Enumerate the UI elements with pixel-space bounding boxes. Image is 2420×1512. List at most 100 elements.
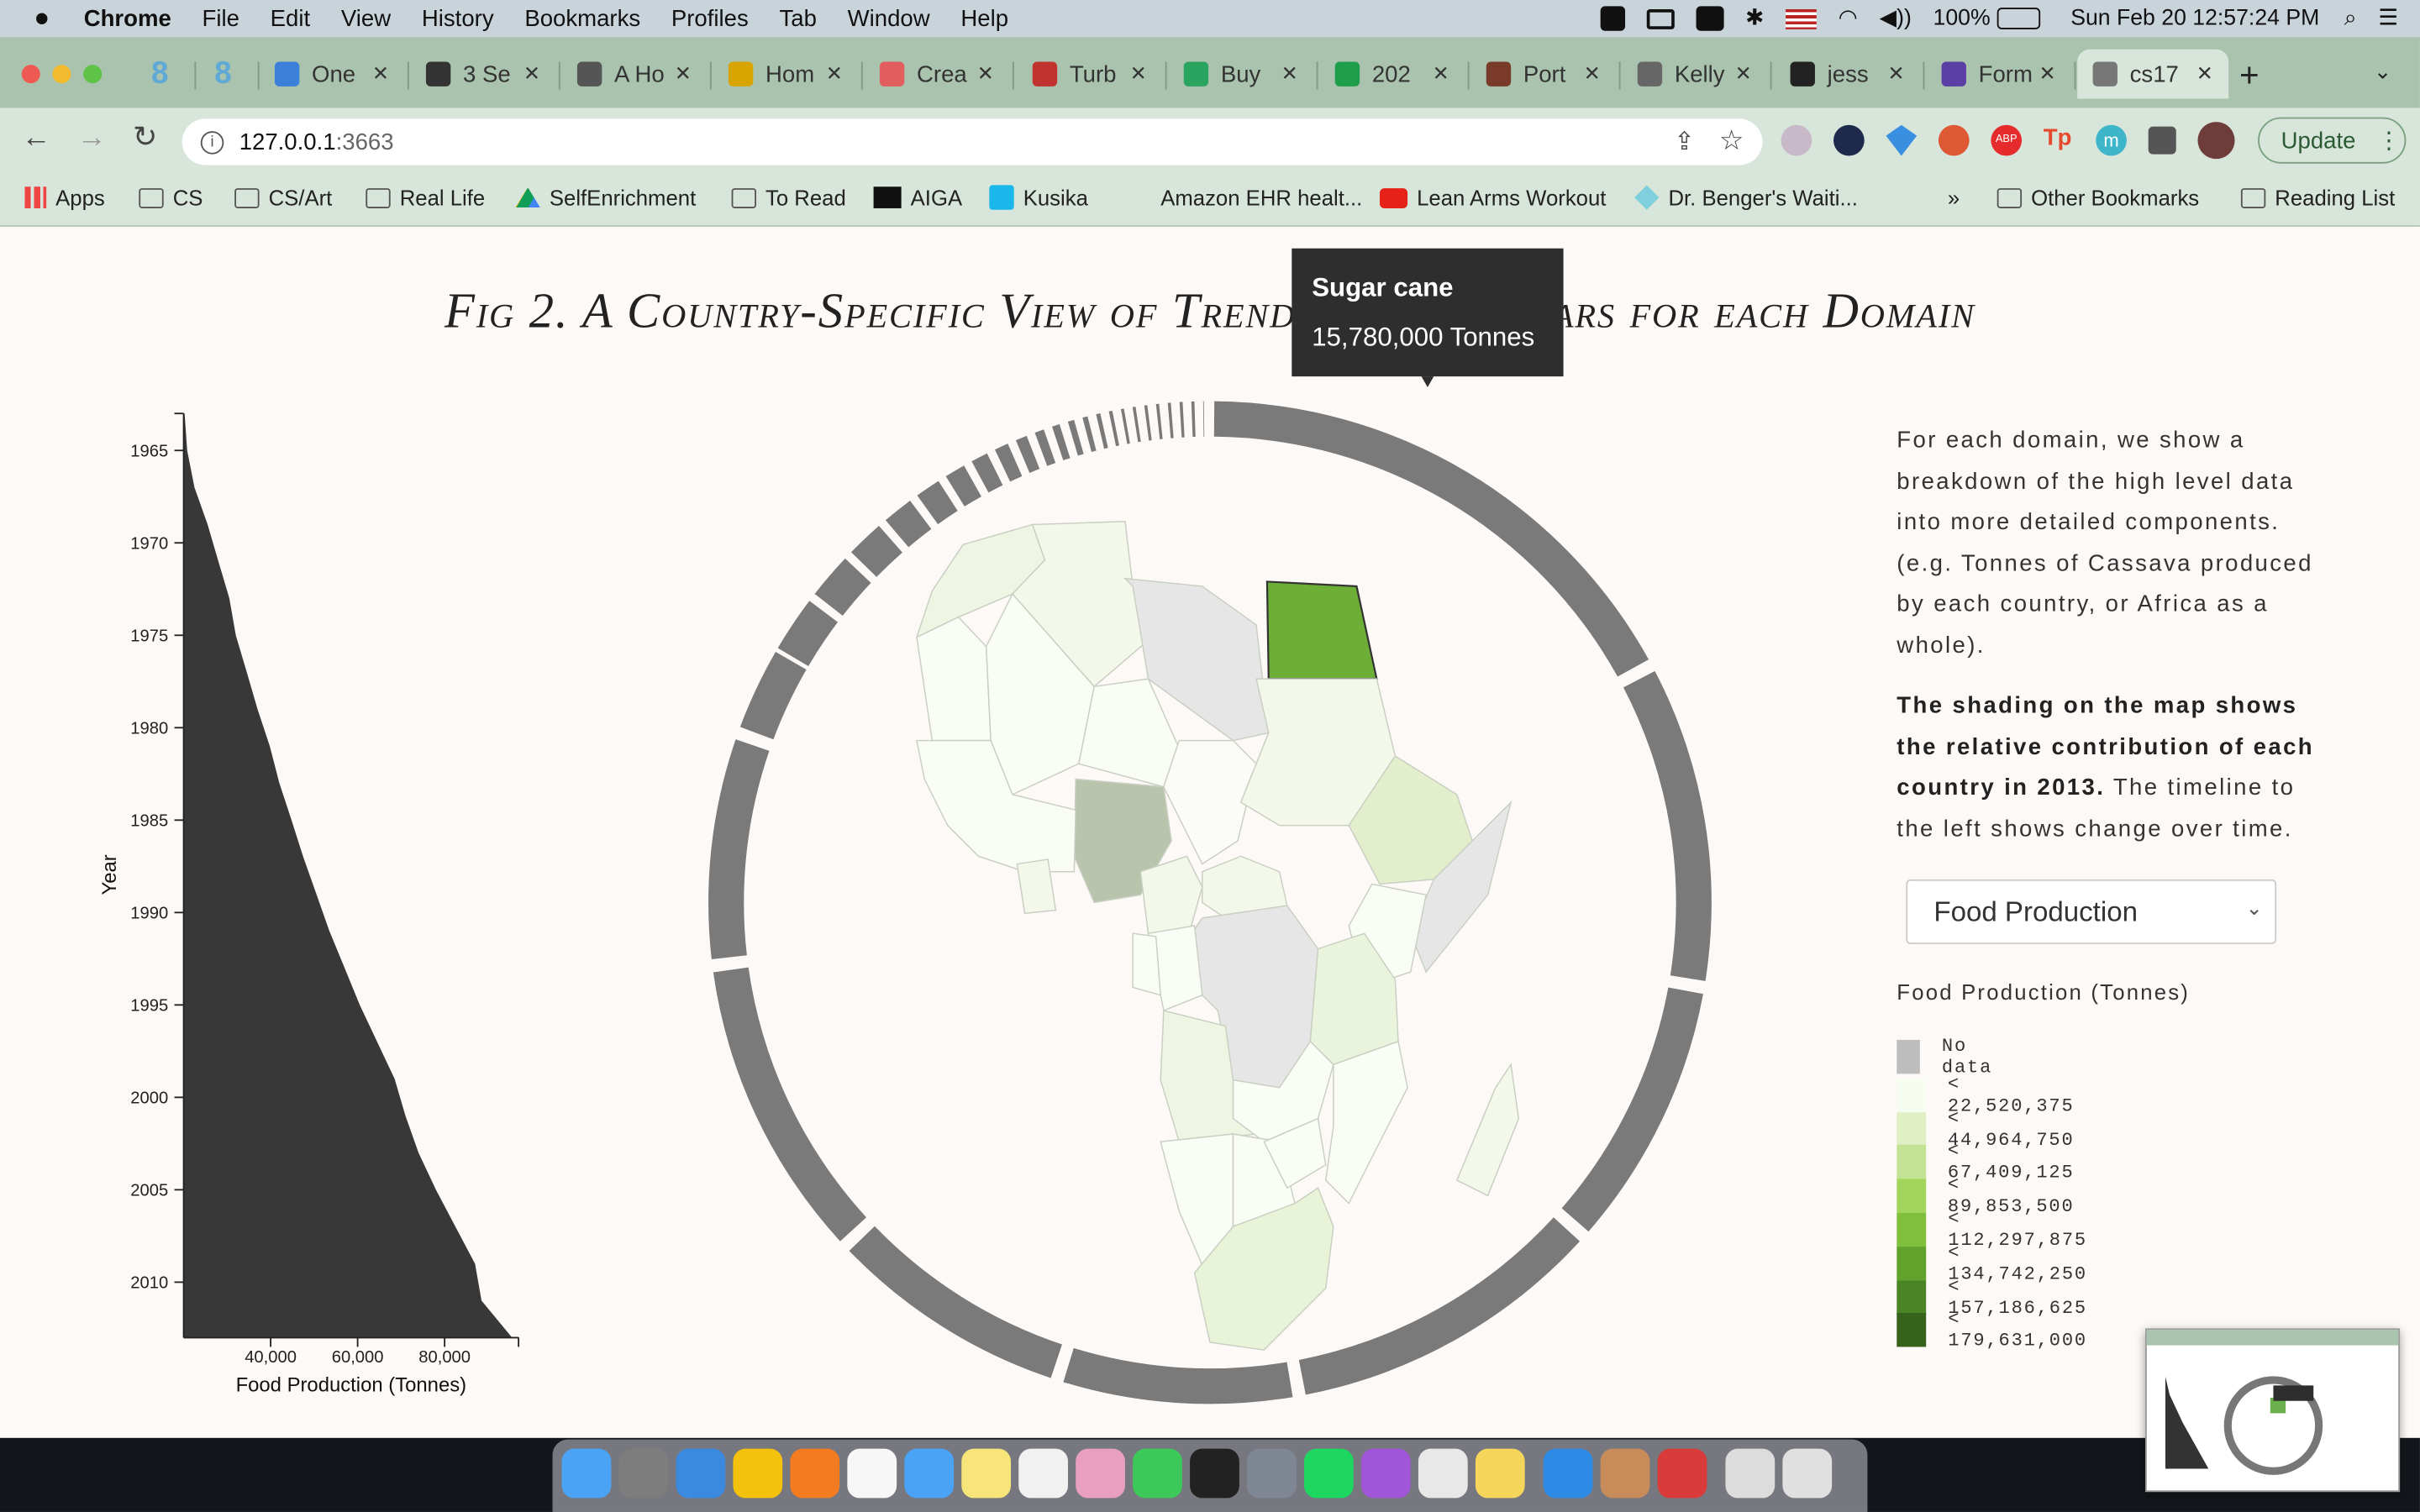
airplay-icon[interactable] (1646, 8, 1675, 29)
ring-segment[interactable] (1096, 412, 1108, 449)
ring-segment[interactable] (1191, 401, 1196, 438)
tab-202[interactable]: 202 ✕ (1319, 50, 1465, 99)
trash-icon[interactable] (1782, 1448, 1833, 1499)
calendar-icon[interactable] (847, 1448, 897, 1499)
ring-segment[interactable] (1067, 419, 1084, 456)
country-gabon[interactable] (1132, 932, 1162, 996)
ring-segment[interactable] (1298, 1217, 1581, 1395)
tab-eight-1[interactable]: 8 (136, 50, 192, 99)
tab-one[interactable]: One ✕ (260, 50, 405, 99)
ring-segment[interactable] (1561, 987, 1703, 1232)
tab-jess[interactable]: jess ✕ (1775, 50, 1920, 99)
menu-bookmarks[interactable]: Bookmarks (524, 5, 641, 32)
ring-segment[interactable] (814, 558, 871, 616)
ring-segment[interactable] (1132, 407, 1141, 443)
country-mauritania[interactable] (916, 616, 992, 742)
country-cameroon[interactable] (1139, 855, 1203, 942)
tab-search-button[interactable]: ⌄ (2373, 58, 2392, 84)
country-chad[interactable] (1163, 739, 1257, 865)
tab-3-se[interactable]: 3 Se ✕ (411, 50, 556, 99)
bookmark-other-bookmarks[interactable]: Other Bookmarks (1996, 185, 2199, 210)
bookmarks-overflow-chevron[interactable]: » (1948, 185, 1960, 209)
close-tab-icon[interactable]: ✕ (371, 61, 389, 86)
close-tab-icon[interactable]: ✕ (2196, 61, 2213, 86)
tab-port[interactable]: Port ✕ (1470, 50, 1616, 99)
adblock-plus-icon[interactable]: ABP (1991, 124, 2023, 156)
ring-segment[interactable] (739, 652, 807, 740)
podcasts-icon[interactable] (1360, 1448, 1411, 1499)
bookmark-folder-to-read[interactable]: To Read (731, 185, 846, 210)
menu-profiles[interactable]: Profiles (671, 5, 749, 32)
ring-segment[interactable] (1623, 670, 1712, 981)
ring-segment[interactable] (1120, 408, 1130, 444)
country-southafrica[interactable] (1193, 1187, 1334, 1351)
menubar-datetime[interactable]: Sun Feb 20 12:57:24 PM (2070, 6, 2320, 31)
vscode-icon[interactable] (1543, 1448, 1593, 1499)
ring-segment[interactable] (945, 465, 981, 507)
slack-icon[interactable] (1418, 1448, 1468, 1499)
bookmark-lean-arms[interactable]: Lean Arms Workout (1380, 185, 1606, 210)
apple-icon[interactable]: ● (34, 3, 50, 33)
wifi-icon[interactable]: ◠ (1838, 6, 1858, 31)
window-close-button[interactable] (21, 65, 40, 84)
ring-segment[interactable] (885, 500, 932, 548)
ring-segment[interactable] (1063, 1347, 1293, 1404)
menu-tab[interactable]: Tab (779, 5, 817, 32)
notes-icon[interactable] (961, 1448, 1012, 1499)
menu-extra-icon[interactable] (1696, 6, 1724, 31)
facetime-icon[interactable] (1133, 1448, 1182, 1499)
address-bar[interactable]: i 127.0.0.1 :3663 ⇪ ☆ (182, 118, 1763, 165)
country-mozambique[interactable] (1324, 1040, 1408, 1205)
bluetooth-icon[interactable]: ✱ (1745, 6, 1765, 31)
menu-file[interactable]: File (202, 5, 239, 32)
ring-segment[interactable] (1108, 410, 1119, 447)
tab-home[interactable]: Hom ✕ (713, 50, 859, 99)
close-tab-icon[interactable]: ✕ (2039, 61, 2056, 86)
bookmark-amazon-ehr[interactable]: Amazon EHR healt... (1160, 185, 1362, 209)
share-icon[interactable]: ⇪ (1674, 129, 1695, 156)
update-button[interactable]: Update ⋮ (2258, 117, 2407, 164)
stickies-icon[interactable] (1475, 1448, 1525, 1499)
system-preferences-icon[interactable] (618, 1448, 669, 1499)
country-sudan[interactable] (1239, 678, 1397, 827)
status-app-icon[interactable] (1600, 6, 1625, 31)
ring-segment[interactable] (1179, 402, 1185, 438)
bookmark-kusika[interactable]: Kusika (989, 185, 1088, 210)
firefox-icon[interactable] (790, 1448, 840, 1499)
ring-segment[interactable] (777, 601, 838, 666)
ring-segment[interactable] (713, 967, 867, 1242)
close-tab-icon[interactable]: ✕ (1583, 61, 1601, 86)
ring-segment[interactable] (1082, 416, 1097, 453)
window-zoom-button[interactable] (83, 65, 103, 84)
country-ghana[interactable] (1016, 858, 1057, 915)
close-tab-icon[interactable]: ✕ (1887, 61, 1905, 86)
ring-segment[interactable] (1155, 403, 1163, 440)
country-zambia[interactable] (1232, 1040, 1334, 1143)
ring-segment-sugar-cane[interactable] (1213, 401, 1649, 677)
close-tab-icon[interactable]: ✕ (674, 61, 692, 86)
chrome-icon[interactable] (733, 1448, 783, 1499)
close-tab-icon[interactable]: ✕ (1129, 61, 1147, 86)
domain-select[interactable]: Food Production ⌄ (1906, 879, 2277, 945)
duckduckgo-icon[interactable] (1938, 124, 1970, 156)
extension-diamond-icon[interactable] (1886, 124, 1918, 156)
bookmark-folder-cs[interactable]: CS (139, 185, 203, 210)
ring-segment[interactable] (849, 1226, 1062, 1378)
bookmark-folder-real-life[interactable]: Real Life (366, 185, 485, 210)
spotlight-search-icon[interactable]: ⌕ (2344, 6, 2357, 31)
country-libya[interactable] (1123, 577, 1270, 742)
tab-form[interactable]: Form ✕ (1926, 50, 2071, 99)
menu-help[interactable]: Help (960, 5, 1009, 32)
safari-icon[interactable] (676, 1448, 726, 1499)
reminders-icon[interactable] (1018, 1448, 1068, 1499)
preview-icon[interactable] (1600, 1448, 1650, 1499)
bookmark-aiga[interactable]: AIGA (873, 185, 962, 210)
close-tab-icon[interactable]: ✕ (976, 61, 994, 86)
forward-arrow-icon[interactable]: → (76, 122, 107, 155)
reload-icon[interactable]: ↻ (132, 122, 158, 155)
close-tab-icon[interactable]: ✕ (1432, 61, 1449, 86)
bookmark-folder-cs-art[interactable]: CS/Art (234, 185, 332, 210)
country-zimbabwe[interactable] (1263, 1117, 1327, 1189)
bookmark-dr-benger[interactable]: Dr. Benger's Waiti... (1634, 185, 1858, 210)
more-app-icon[interactable] (1657, 1448, 1707, 1499)
